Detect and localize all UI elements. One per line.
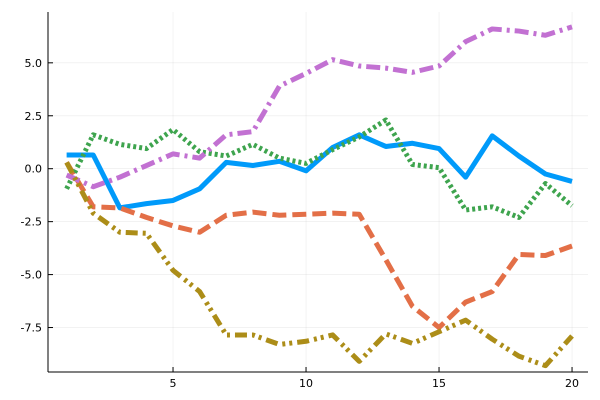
series-line-2 — [64, 161, 573, 331]
y-tick-label: -5.0 — [21, 269, 42, 282]
axes: 5 10 15 20 -7.5 -5.0 -2.5 0.0 2.5 5.0 — [21, 12, 588, 390]
series-line-3 — [64, 117, 574, 220]
y-tick-label: 5.0 — [25, 57, 43, 70]
series-line-1 — [66, 132, 573, 211]
x-tick-label: 15 — [432, 377, 446, 390]
series-group — [64, 24, 574, 369]
series-line-5 — [64, 161, 574, 369]
x-tick-label: 20 — [565, 377, 579, 390]
y-tick-label: 0.0 — [25, 163, 43, 176]
x-tick-label: 5 — [170, 377, 177, 390]
y-tick-label: 2.5 — [25, 110, 43, 123]
y-tick-label: -7.5 — [21, 322, 42, 335]
x-tick-label: 10 — [299, 377, 313, 390]
grid — [48, 12, 588, 372]
y-tick-label: -2.5 — [21, 216, 42, 229]
series-line-4 — [65, 24, 573, 190]
